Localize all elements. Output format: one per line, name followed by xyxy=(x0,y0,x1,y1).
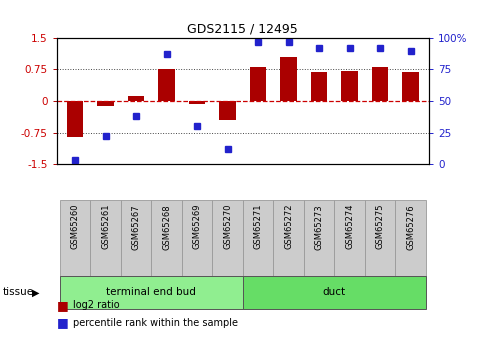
Bar xyxy=(395,200,426,276)
Bar xyxy=(249,67,266,101)
Text: terminal end bud: terminal end bud xyxy=(106,287,196,297)
Text: ▶: ▶ xyxy=(32,287,39,297)
Bar xyxy=(273,200,304,276)
Bar xyxy=(243,276,426,309)
Text: ■: ■ xyxy=(57,299,69,312)
Text: log2 ratio: log2 ratio xyxy=(73,300,120,310)
Text: GSM65273: GSM65273 xyxy=(315,204,323,249)
Text: duct: duct xyxy=(323,287,346,297)
Bar xyxy=(90,200,121,276)
Bar xyxy=(60,200,90,276)
Bar xyxy=(212,200,243,276)
Text: GSM65275: GSM65275 xyxy=(376,204,385,249)
Text: GSM65276: GSM65276 xyxy=(406,204,415,249)
Bar xyxy=(182,200,212,276)
Text: GSM65274: GSM65274 xyxy=(345,204,354,249)
Bar xyxy=(67,101,83,137)
Bar xyxy=(158,69,175,101)
Bar xyxy=(365,200,395,276)
Text: GSM65261: GSM65261 xyxy=(101,204,110,249)
Bar xyxy=(60,276,243,309)
Text: GSM65268: GSM65268 xyxy=(162,204,171,249)
Bar xyxy=(402,71,419,101)
Bar xyxy=(121,200,151,276)
Text: GSM65269: GSM65269 xyxy=(193,204,202,249)
Bar xyxy=(97,101,114,107)
Bar xyxy=(128,96,144,101)
Text: tissue: tissue xyxy=(2,287,34,297)
Bar xyxy=(372,67,388,101)
Text: GSM65260: GSM65260 xyxy=(70,204,79,249)
Title: GDS2115 / 12495: GDS2115 / 12495 xyxy=(187,22,298,36)
Bar xyxy=(334,200,365,276)
Bar xyxy=(311,72,327,101)
Bar xyxy=(219,101,236,120)
Text: GSM65267: GSM65267 xyxy=(132,204,141,249)
Bar xyxy=(151,200,182,276)
Text: GSM65270: GSM65270 xyxy=(223,204,232,249)
Text: GSM65272: GSM65272 xyxy=(284,204,293,249)
Text: percentile rank within the sample: percentile rank within the sample xyxy=(73,318,238,327)
Bar xyxy=(243,200,273,276)
Bar xyxy=(304,200,334,276)
Text: ■: ■ xyxy=(57,316,69,329)
Bar xyxy=(189,101,206,104)
Bar xyxy=(341,71,358,101)
Text: GSM65271: GSM65271 xyxy=(253,204,263,249)
Bar xyxy=(280,57,297,101)
